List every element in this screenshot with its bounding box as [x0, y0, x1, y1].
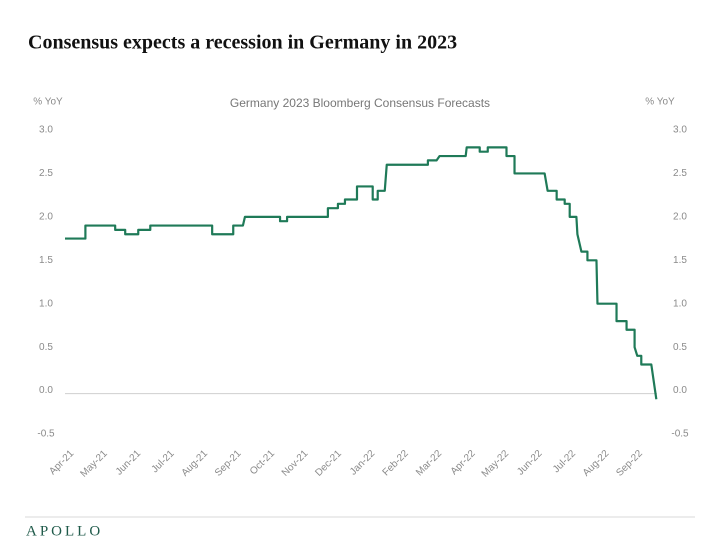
x-tick-label: Jun-21: [114, 448, 144, 478]
y-tick-label: 0.0: [39, 385, 53, 396]
x-tick-label: Dec-21: [313, 448, 344, 479]
x-tick-label: May-22: [480, 448, 512, 480]
y-tick-label: -0.5: [37, 429, 55, 440]
x-tick-label: Mar-22: [414, 448, 444, 478]
x-tick-label: Sep-22: [614, 448, 645, 479]
y-tick-label: 2.0: [39, 211, 53, 222]
x-tick-label: Oct-21: [248, 448, 277, 477]
y2-tick-label: 2.5: [673, 168, 687, 179]
x-tick-label: May-21: [78, 448, 110, 480]
x-tick-label: Aug-22: [581, 448, 612, 479]
y2-tick-label: -0.5: [671, 429, 689, 440]
chart-subtitle: Germany 2023 Bloomberg Consensus Forecas…: [230, 96, 490, 110]
x-tick-label: Jun-22: [515, 448, 545, 478]
y2-tick-label: 1.0: [673, 298, 687, 309]
x-tick-label: Apr-22: [449, 448, 478, 477]
y2-tick-label: 0.5: [673, 342, 687, 353]
y-axis-label: % YoY: [33, 97, 63, 108]
x-tick-label: Nov-21: [280, 448, 311, 479]
y-tick-label: 1.0: [39, 298, 53, 309]
x-tick-label: Feb-22: [381, 448, 411, 478]
y2-tick-label: 2.0: [673, 211, 687, 222]
y-tick-label: 0.5: [39, 342, 53, 353]
y2-tick-label: 1.5: [673, 255, 687, 266]
y2-tick-label: 3.0: [673, 125, 687, 136]
x-tick-label: Apr-21: [47, 448, 76, 477]
x-tick-label: Sep-21: [213, 448, 244, 479]
data-line: [65, 146, 658, 400]
chart-title: Consensus expects a recession in Germany…: [28, 32, 457, 54]
source-logo: APOLLO: [26, 523, 103, 539]
y2-axis-label: % YoY: [645, 97, 675, 108]
x-tick-label: Aug-21: [180, 448, 211, 479]
x-tick-label: Jul-22: [551, 448, 578, 475]
y-tick-label: 1.5: [39, 255, 53, 266]
x-tick-label: Jul-21: [150, 448, 177, 475]
y-tick-label: 2.5: [39, 168, 53, 179]
y2-tick-label: 0.0: [673, 385, 687, 396]
y-tick-label: 3.0: [39, 125, 53, 136]
x-tick-label: Jan-22: [348, 448, 378, 478]
